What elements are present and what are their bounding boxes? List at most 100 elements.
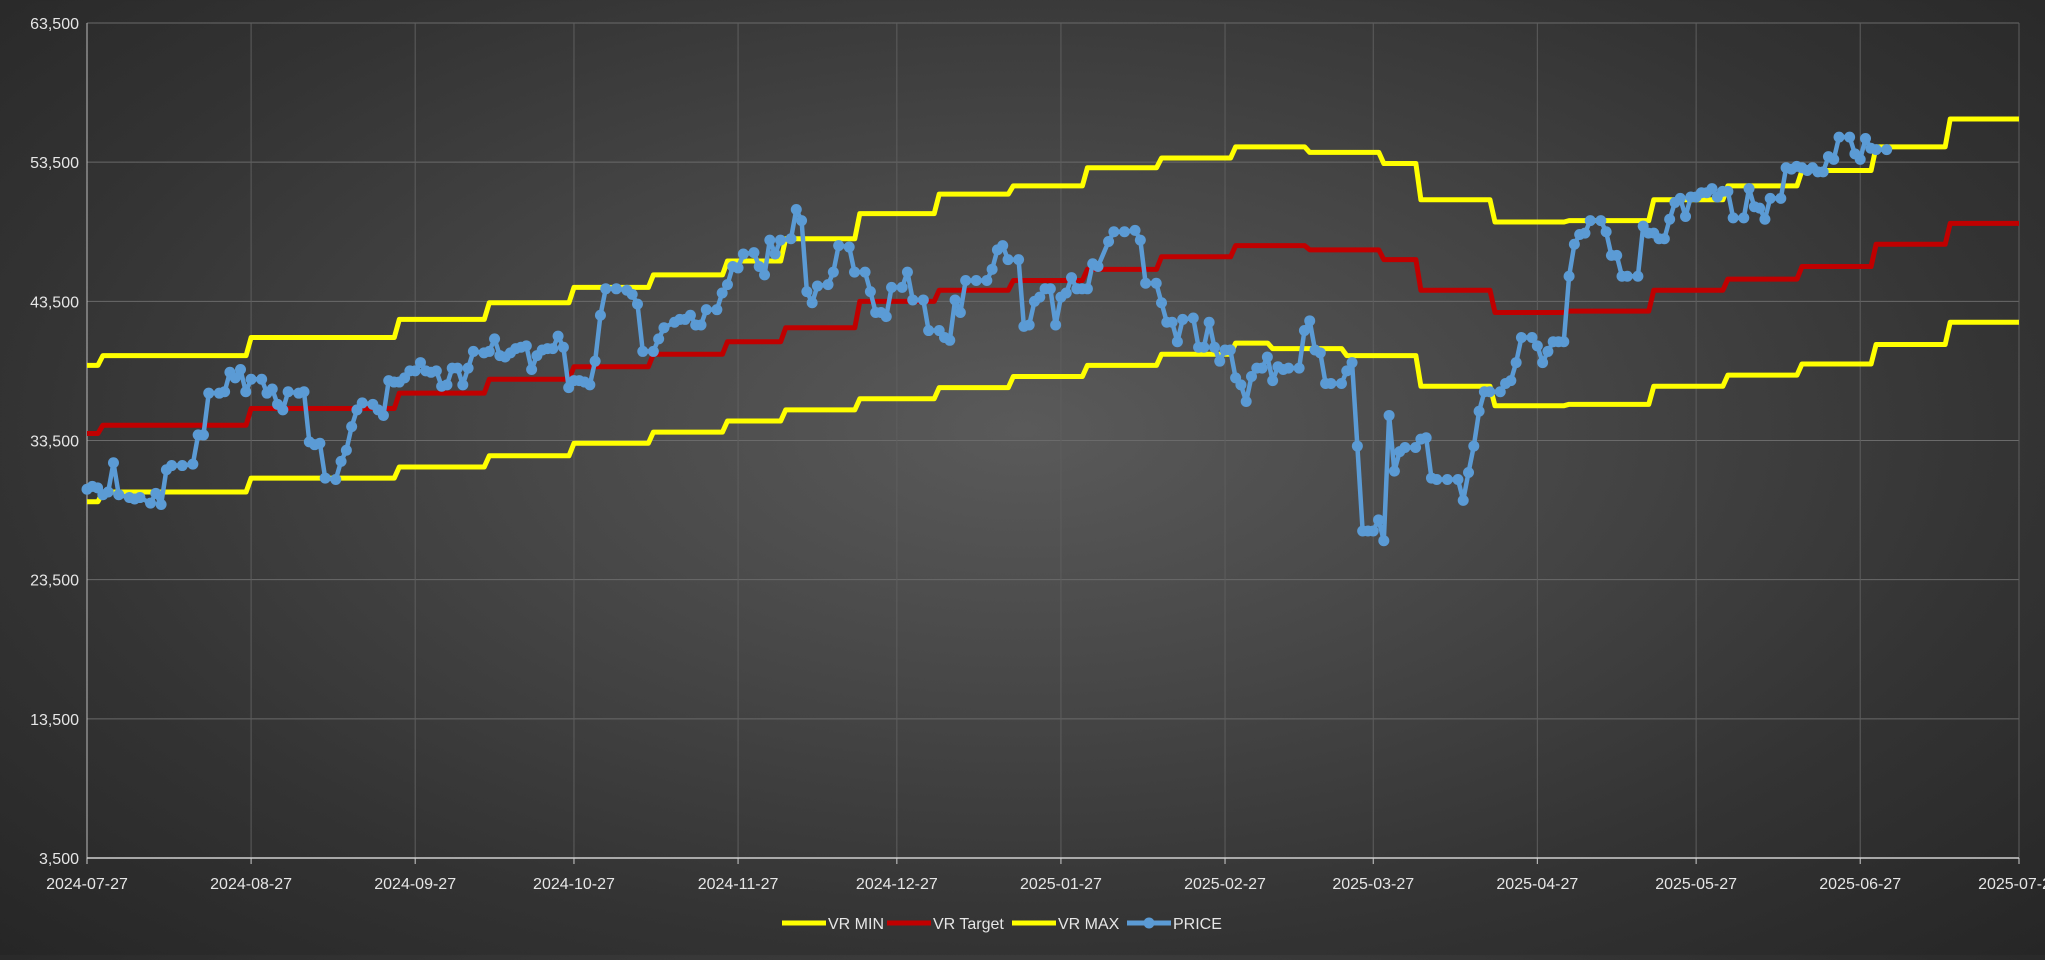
price-point: [1431, 473, 1443, 485]
price-point: [1156, 297, 1168, 309]
price-point: [319, 472, 331, 484]
x-tick-label: 2025-03-27: [1332, 876, 1414, 893]
price-point: [1351, 440, 1363, 452]
series-line-1: [87, 220, 2019, 437]
price-point: [827, 266, 839, 278]
price-point: [1584, 215, 1596, 227]
price-point: [594, 309, 606, 321]
y-tick-label: 13,500: [30, 712, 79, 729]
x-tick-label: 2025-07-27: [1978, 876, 2045, 893]
series-line-0: [87, 319, 2019, 505]
x-tick-label: 2025-01-27: [1020, 876, 1102, 893]
price-point: [960, 274, 972, 286]
price-point: [1240, 396, 1252, 408]
price-point: [526, 364, 538, 376]
price-point: [176, 460, 188, 472]
price-point: [785, 233, 797, 245]
price-point: [1743, 183, 1755, 195]
price-point: [145, 497, 157, 509]
price-point: [917, 294, 929, 306]
price-point: [1595, 215, 1607, 227]
price-point: [552, 330, 564, 342]
price-point: [1563, 270, 1575, 282]
price-point: [1468, 440, 1480, 452]
price-point: [1600, 226, 1612, 238]
x-tick-label: 2025-02-27: [1184, 876, 1266, 893]
legend-item: PRICE: [1127, 916, 1222, 933]
price-point: [695, 319, 707, 331]
price-point: [626, 288, 638, 300]
price-point: [637, 345, 649, 357]
price-point: [1759, 213, 1771, 225]
price-point: [1177, 313, 1189, 325]
price-point: [1325, 377, 1337, 389]
price-point: [833, 240, 845, 252]
price-point: [113, 489, 125, 501]
price-point: [1526, 332, 1538, 344]
x-tick-label: 2025-05-27: [1655, 876, 1737, 893]
price-point: [1140, 277, 1152, 289]
price-point: [1283, 362, 1295, 374]
price-point: [335, 455, 347, 467]
price-point: [377, 409, 389, 421]
price-point: [409, 365, 421, 377]
price-point: [1346, 357, 1358, 369]
price-point: [949, 294, 961, 306]
price-point: [1833, 131, 1845, 143]
price-point: [1066, 272, 1078, 284]
price-point: [1579, 227, 1591, 239]
price-point: [986, 263, 998, 275]
price-point: [600, 283, 612, 295]
price-point: [467, 345, 479, 357]
price-point: [1367, 525, 1379, 537]
y-tick-label: 63,500: [30, 16, 79, 33]
x-tick-label: 2024-07-27: [46, 876, 128, 893]
price-point: [166, 460, 178, 472]
price-point: [1664, 213, 1676, 225]
x-tick-label: 2024-12-27: [856, 876, 938, 893]
price-point: [256, 373, 268, 385]
price-point: [1108, 226, 1120, 238]
price-point: [981, 274, 993, 286]
price-point: [769, 248, 781, 260]
price-point: [197, 429, 209, 441]
legend-item: VR Target: [887, 916, 1004, 933]
price-point: [1738, 212, 1750, 224]
price-point: [1166, 316, 1178, 328]
price-point: [737, 248, 749, 260]
price-point: [1494, 386, 1506, 398]
price-point: [462, 362, 474, 374]
price-point: [1632, 270, 1644, 282]
price-point: [901, 266, 913, 278]
price-point: [1373, 514, 1385, 526]
price-point: [711, 304, 723, 316]
price-point: [843, 241, 855, 253]
price-point: [1208, 341, 1220, 353]
price-point: [1304, 315, 1316, 327]
price-point: [1034, 291, 1046, 303]
price-point: [203, 387, 215, 399]
price-point: [277, 404, 289, 416]
price-point: [150, 487, 162, 499]
price-point: [1081, 283, 1093, 295]
price-point: [1754, 202, 1766, 214]
x-tick-label: 2024-11-27: [698, 876, 779, 893]
price-point: [1134, 234, 1146, 246]
price-point: [896, 281, 908, 293]
price-point: [1103, 235, 1115, 247]
price-point: [1013, 254, 1025, 266]
price-point: [245, 373, 257, 385]
price-point: [430, 365, 442, 377]
y-tick-label: 3,500: [39, 851, 79, 868]
price-point: [796, 215, 808, 227]
price-point: [1129, 224, 1141, 236]
price-point: [1621, 270, 1633, 282]
price-point: [1764, 192, 1776, 204]
price-point: [1722, 185, 1734, 197]
price-point: [1267, 375, 1279, 387]
price-point: [457, 379, 469, 391]
price-point: [859, 266, 871, 278]
price-point: [954, 306, 966, 318]
price-point: [229, 372, 241, 384]
price-point: [1092, 261, 1104, 273]
